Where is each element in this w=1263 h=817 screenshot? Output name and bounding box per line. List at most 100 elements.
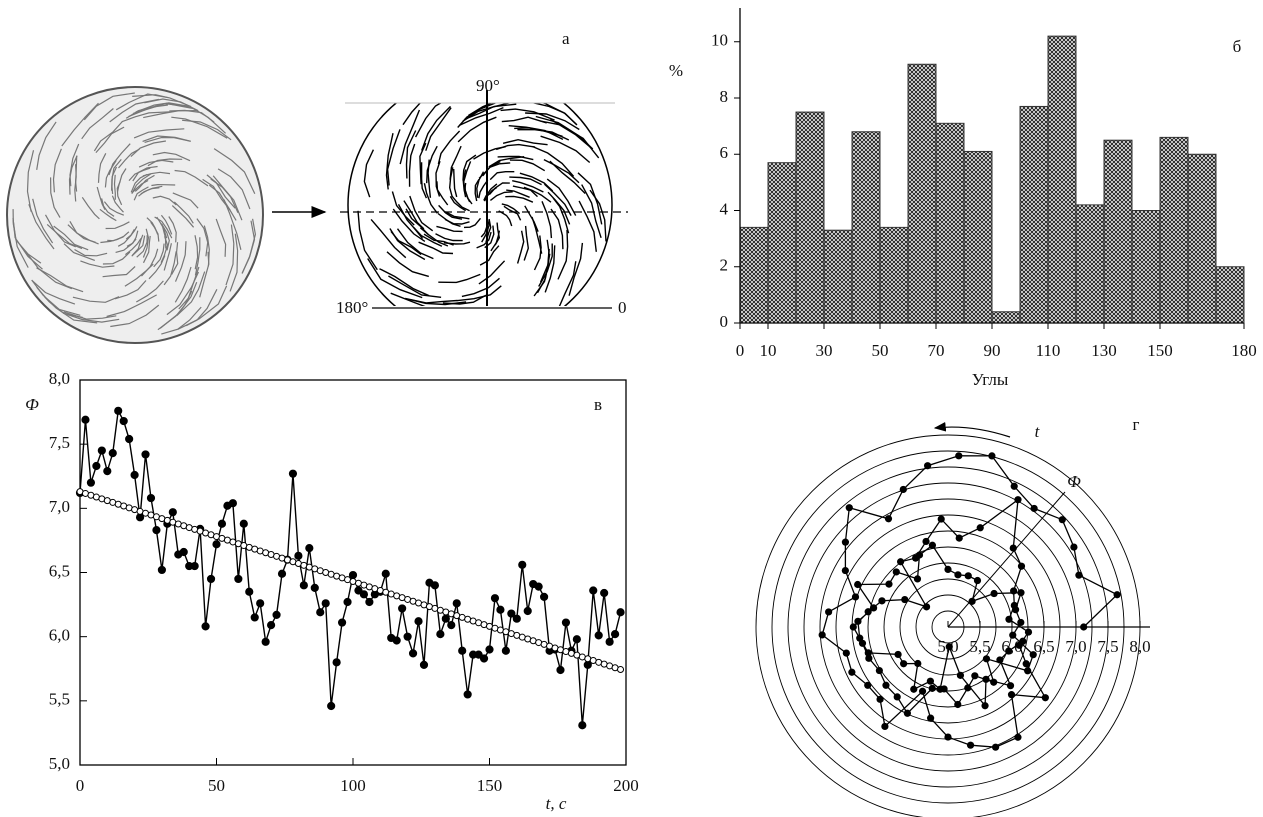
data-point — [430, 581, 439, 590]
crack — [199, 251, 210, 298]
data-point — [1009, 631, 1017, 639]
data-point — [845, 504, 853, 512]
data-point — [299, 581, 308, 590]
crack — [489, 171, 515, 181]
crack — [36, 121, 57, 170]
crack — [462, 154, 477, 181]
bar — [1047, 35, 1077, 324]
crack — [68, 155, 78, 195]
crack — [419, 142, 427, 185]
crack — [483, 183, 498, 201]
crack — [478, 179, 489, 199]
data-point — [97, 446, 106, 455]
crack — [385, 133, 394, 190]
crack — [390, 230, 422, 256]
crack — [549, 160, 586, 194]
crack — [223, 199, 242, 250]
crack — [63, 311, 117, 320]
crack — [31, 279, 81, 316]
crack — [81, 196, 100, 220]
data-point — [1029, 651, 1037, 659]
data-point — [610, 630, 620, 639]
data-point — [900, 660, 908, 668]
data-point — [534, 582, 543, 591]
crack — [102, 251, 131, 265]
y-tick-label: 5,5 — [49, 690, 70, 709]
crack — [173, 201, 194, 224]
sketch-disk — [347, 103, 613, 306]
crack — [436, 225, 463, 233]
data-point — [1058, 516, 1066, 524]
data-point — [865, 654, 873, 662]
crack — [425, 107, 452, 151]
data-point — [944, 733, 952, 741]
data-point — [119, 416, 128, 426]
data-point — [288, 469, 298, 478]
crack — [176, 271, 206, 317]
data-point — [234, 574, 243, 584]
crack — [102, 266, 136, 278]
data-point — [114, 406, 123, 415]
crack — [497, 155, 534, 161]
y-tick-label: 2 — [720, 256, 729, 275]
data-point — [414, 617, 423, 626]
data-point — [81, 415, 90, 424]
crack — [105, 221, 130, 230]
photo-disk — [6, 86, 264, 344]
data-point — [441, 614, 450, 623]
crack — [225, 224, 235, 286]
data-point — [870, 604, 878, 612]
data-point — [365, 597, 374, 607]
y-tick-label: 8 — [720, 87, 729, 106]
crack — [125, 226, 138, 240]
y-tick-label: 8,0 — [49, 369, 70, 388]
data-point — [864, 681, 872, 689]
crack — [509, 159, 546, 172]
crack — [506, 189, 530, 198]
crack — [111, 166, 118, 194]
data-point — [206, 574, 216, 584]
crack — [125, 238, 142, 256]
data-point — [928, 541, 937, 549]
crack — [479, 245, 500, 266]
crack — [502, 138, 548, 146]
bar — [1215, 266, 1245, 324]
crack — [489, 191, 513, 201]
crack — [386, 251, 429, 278]
crack — [69, 143, 80, 187]
data-point — [1011, 606, 1020, 614]
crack — [133, 128, 185, 139]
crack — [185, 285, 228, 327]
data-point — [926, 677, 934, 685]
bar — [1103, 139, 1133, 324]
x-tick-label: 150 — [477, 776, 503, 795]
crack — [488, 156, 525, 168]
data-point — [996, 656, 1004, 664]
crack — [104, 160, 117, 188]
data-point — [1070, 543, 1078, 551]
crack — [124, 263, 154, 287]
crack — [72, 296, 120, 303]
data-point — [864, 608, 872, 616]
data-point — [936, 685, 944, 693]
data-point — [990, 589, 998, 598]
crack — [172, 192, 199, 209]
crack — [405, 308, 458, 318]
crack — [171, 205, 195, 228]
data-point — [1113, 591, 1121, 599]
x-tick-label: 50 — [208, 776, 225, 795]
data-point — [894, 650, 902, 659]
bar — [879, 226, 909, 324]
crack — [146, 217, 159, 235]
data-point — [103, 467, 112, 476]
data-point — [1010, 482, 1018, 490]
crack — [114, 280, 147, 300]
crack — [474, 178, 480, 202]
data-point — [825, 608, 833, 616]
r-tick-label: 7,5 — [1097, 637, 1118, 656]
crack — [397, 203, 424, 240]
data-point — [893, 693, 901, 701]
data-point — [1014, 496, 1022, 504]
data-point — [982, 655, 991, 663]
crack — [206, 174, 236, 209]
